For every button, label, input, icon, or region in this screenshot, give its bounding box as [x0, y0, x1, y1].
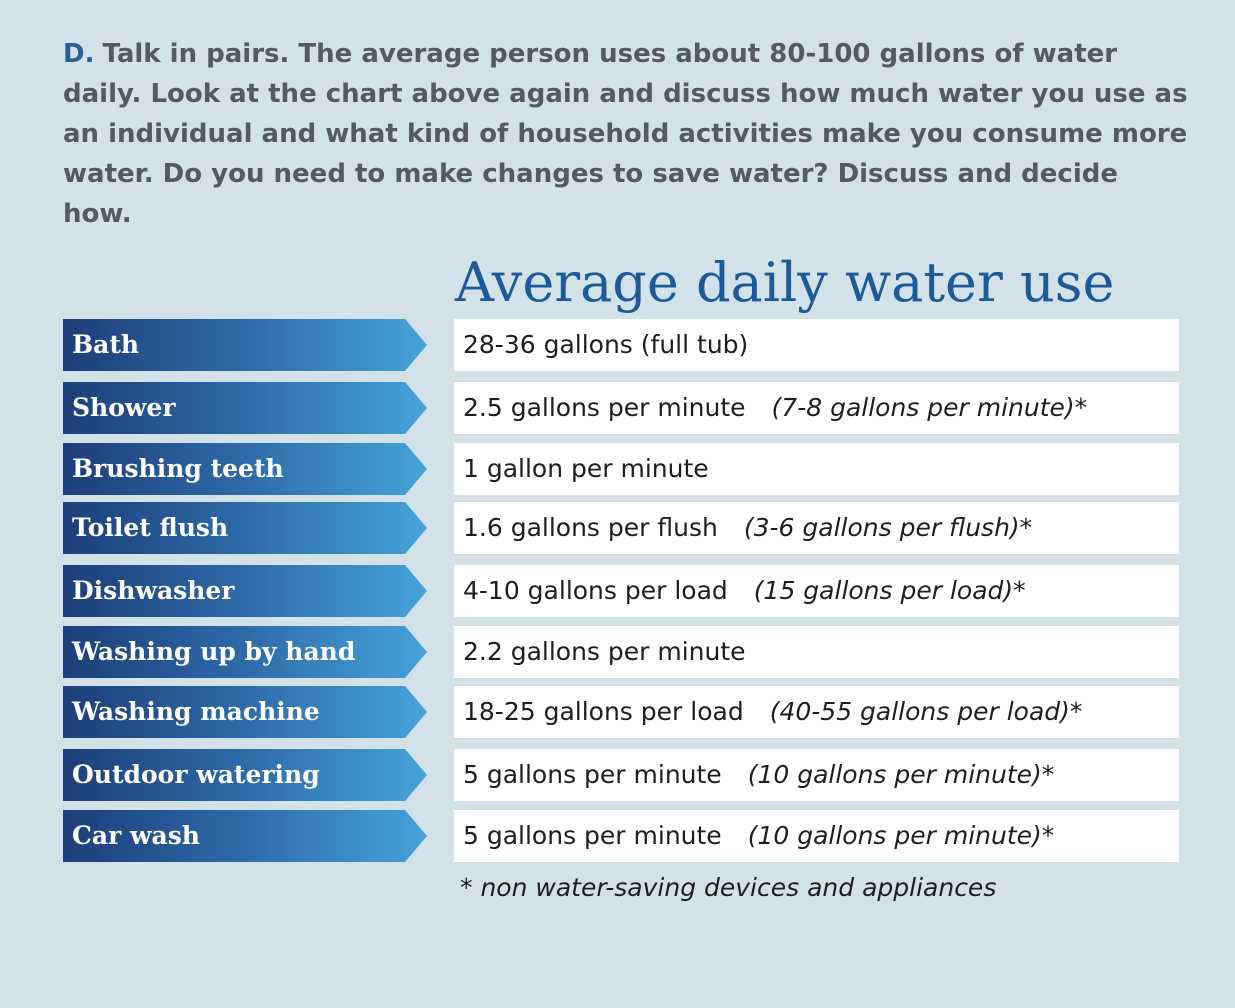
activity-label: Bath [63, 319, 427, 371]
activity-value: 1 gallon per minute [454, 443, 1179, 495]
activity-label: Shower [63, 382, 427, 434]
table-row: Dishwasher 4-10 gallons per load (15 gall… [63, 565, 1179, 617]
table-row: Toilet flush 1.6 gallons per flush (3-6 g… [63, 502, 1179, 554]
value-text: 1 gallon per minute [463, 454, 709, 483]
activity-label: Outdoor watering [63, 749, 427, 801]
table-row: Bath 28-36 gallons (full tub) [63, 319, 1179, 371]
value-alt-text: (10 gallons per minute)* [747, 760, 1055, 789]
value-text: 2.2 gallons per minute [463, 637, 746, 666]
value-text: 5 gallons per minute [463, 760, 722, 789]
chart-title: Average daily water use [455, 251, 1115, 314]
activity-label: Washing up by hand [63, 626, 427, 678]
value-alt-text: (40-55 gallons per load)* [769, 697, 1083, 726]
value-text: 2.5 gallons per minute [463, 393, 746, 422]
value-alt-text: (7-8 gallons per minute)* [771, 393, 1088, 422]
value-alt-text: (10 gallons per minute)* [747, 821, 1055, 850]
footnote: * non water-saving devices and appliance… [460, 873, 997, 902]
activity-value: 18-25 gallons per load (40-55 gallons per… [454, 686, 1179, 738]
value-text: 18-25 gallons per load [463, 697, 744, 726]
activity-value: 5 gallons per minute (10 gallons per minu… [454, 749, 1179, 801]
activity-value: 2.5 gallons per minute (7-8 gallons per m… [454, 382, 1179, 434]
activity-value: 4-10 gallons per load (15 gallons per loa… [454, 565, 1179, 617]
table-row: Washing up by hand 2.2 gallons per minut… [63, 626, 1179, 678]
value-text: 5 gallons per minute [463, 821, 722, 850]
value-text: 1.6 gallons per flush [463, 513, 718, 542]
table-row: Outdoor watering 5 gallons per minute (10… [63, 749, 1179, 801]
activity-label: Washing machine [63, 686, 427, 738]
table-row: Shower 2.5 gallons per minute (7-8 gallon… [63, 382, 1179, 434]
exercise-letter: D. [63, 39, 95, 69]
activity-value: 5 gallons per minute (10 gallons per minu… [454, 810, 1179, 862]
instruction-text: Talk in pairs. The average person uses a… [63, 39, 1188, 229]
table-row: Washing machine 18-25 gallons per load (4… [63, 686, 1179, 738]
value-alt-text: (15 gallons per load)* [753, 576, 1026, 605]
activity-value: 28-36 gallons (full tub) [454, 319, 1179, 371]
activity-label: Brushing teeth [63, 443, 427, 495]
activity-label: Dishwasher [63, 565, 427, 617]
activity-label: Car wash [63, 810, 427, 862]
activity-value: 1.6 gallons per flush (3-6 gallons per fl… [454, 502, 1179, 554]
instruction-paragraph: D. Talk in pairs. The average person uses… [63, 34, 1193, 234]
value-text: 28-36 gallons (full tub) [463, 330, 749, 359]
activity-value: 2.2 gallons per minute [454, 626, 1179, 678]
table-row: Car wash 5 gallons per minute (10 gallons… [63, 810, 1179, 862]
table-row: Brushing teeth 1 gallon per minute [63, 443, 1179, 495]
value-alt-text: (3-6 gallons per flush)* [743, 513, 1033, 542]
activity-label: Toilet flush [63, 502, 427, 554]
value-text: 4-10 gallons per load [463, 576, 728, 605]
